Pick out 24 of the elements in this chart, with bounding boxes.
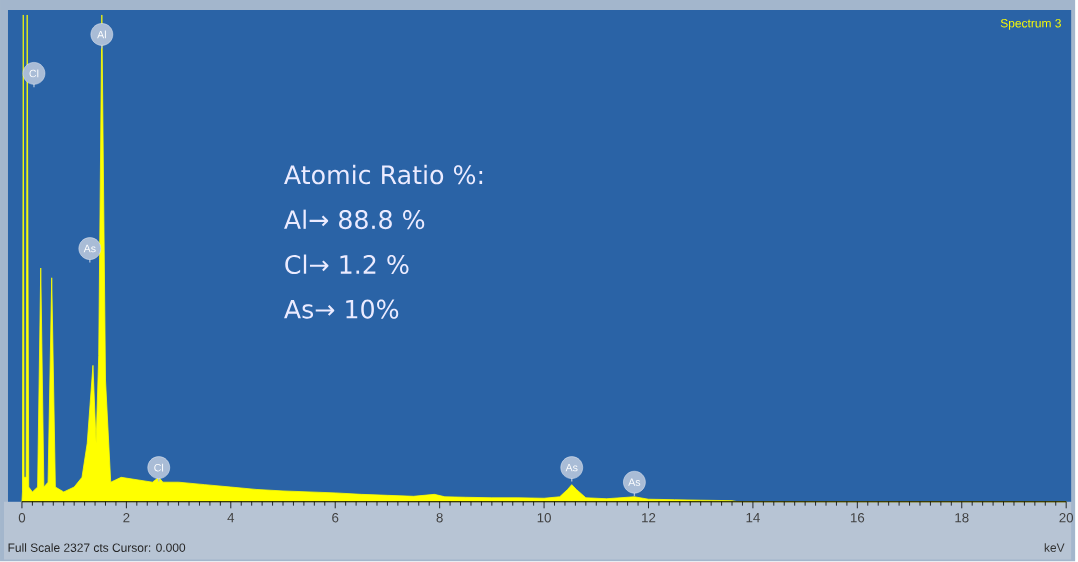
x-tick-label: 4 bbox=[227, 513, 235, 523]
annotation: Cl→ 1.2 % bbox=[285, 254, 409, 275]
annotation: Al→ 88.8 % bbox=[284, 209, 425, 230]
annotation: Al bbox=[97, 30, 106, 39]
annotation: As bbox=[565, 464, 578, 472]
x-tick-label: 16 bbox=[850, 513, 865, 523]
x-axis-title: keV bbox=[1044, 543, 1065, 553]
annotation: As→ 10% bbox=[284, 299, 399, 319]
annotation: Atomic Ratio %: bbox=[284, 165, 483, 185]
x-tick-label: 20 bbox=[1059, 513, 1074, 523]
annotation: As bbox=[628, 478, 641, 487]
x-tick-label: 14 bbox=[746, 513, 760, 523]
annotation: Cl bbox=[154, 463, 164, 472]
x-tick-label: 8 bbox=[436, 513, 443, 523]
x-tick-label: 10 bbox=[537, 513, 551, 523]
x-tick-label: 0 bbox=[18, 513, 26, 523]
annotation: As bbox=[83, 245, 96, 253]
annotation: Cl bbox=[29, 69, 39, 78]
x-tick-label: 2 bbox=[123, 513, 130, 523]
x-tick-label: 12 bbox=[642, 513, 656, 523]
x-tick-label: 18 bbox=[955, 513, 969, 523]
chart-title: Spectrum 3 bbox=[1000, 19, 1061, 31]
x-tick-label: 6 bbox=[332, 513, 339, 523]
text: Full Scale 2327 cts Cursor: 0.000 bbox=[8, 543, 186, 553]
